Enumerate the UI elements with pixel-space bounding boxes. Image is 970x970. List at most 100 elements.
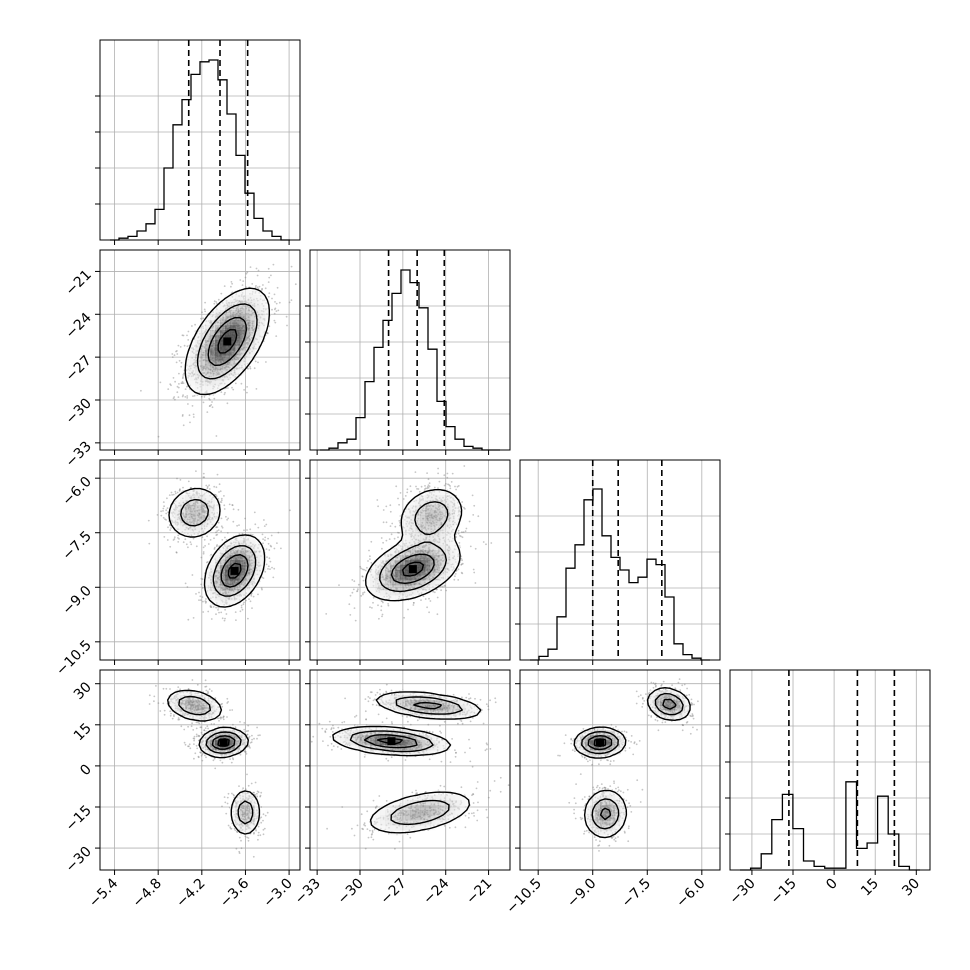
sample-point xyxy=(215,367,218,369)
density-cell xyxy=(210,505,216,511)
sample-point xyxy=(252,320,255,323)
sample-point xyxy=(445,589,448,592)
density-cell xyxy=(210,520,216,526)
sample-point xyxy=(194,528,197,531)
density-cell xyxy=(200,325,206,331)
sample-point xyxy=(246,343,249,346)
sample-point xyxy=(251,607,253,609)
sample-point xyxy=(407,608,409,611)
density-cell xyxy=(210,360,216,366)
density-cell xyxy=(205,325,211,331)
sample-point xyxy=(432,538,435,541)
sample-point xyxy=(387,580,390,583)
sample-point xyxy=(208,375,211,378)
sample-point xyxy=(165,512,168,515)
sample-point xyxy=(248,569,251,571)
density-cell xyxy=(195,350,201,356)
sample-point xyxy=(432,520,434,523)
density-cell xyxy=(240,550,246,556)
sample-point xyxy=(241,557,244,560)
density-cell xyxy=(220,600,226,606)
density-cell xyxy=(265,320,271,326)
density-cell xyxy=(200,360,206,366)
sample-point xyxy=(251,320,254,323)
density-cell xyxy=(240,310,246,316)
sample-point xyxy=(456,485,459,488)
sample-point xyxy=(201,368,204,371)
sample-point xyxy=(180,361,183,364)
sample-point xyxy=(411,528,413,530)
sample-point xyxy=(216,372,219,375)
contour-line xyxy=(217,329,238,354)
density-cell xyxy=(220,355,226,361)
sample-point xyxy=(181,414,184,416)
sample-point xyxy=(205,359,207,362)
sample-point xyxy=(273,293,276,296)
sample-point xyxy=(231,589,234,591)
sample-point xyxy=(235,307,238,310)
sample-point xyxy=(203,476,206,479)
density-cell xyxy=(250,315,256,321)
sample-point xyxy=(233,548,236,551)
density-cell xyxy=(220,380,226,386)
sample-point xyxy=(233,552,236,555)
sample-point xyxy=(423,488,426,490)
sample-point xyxy=(203,365,206,368)
sample-point xyxy=(225,596,228,599)
sample-point xyxy=(426,531,428,534)
density-cell xyxy=(205,585,211,591)
sample-point xyxy=(433,486,436,489)
sample-point xyxy=(217,368,219,371)
sample-point xyxy=(246,391,248,394)
sample-point xyxy=(242,547,245,550)
sample-point xyxy=(472,514,475,516)
sample-point xyxy=(440,515,442,518)
sample-point xyxy=(185,513,188,515)
density-cell xyxy=(255,290,261,296)
sample-point xyxy=(246,328,249,331)
sample-point xyxy=(186,504,189,506)
sample-point xyxy=(200,395,203,398)
density-cell xyxy=(210,330,216,336)
sample-point xyxy=(246,301,248,304)
density-cell xyxy=(200,330,206,336)
density-cell xyxy=(245,330,251,336)
sample-point xyxy=(438,519,441,522)
density-cell xyxy=(200,515,206,521)
sample-point xyxy=(194,519,196,522)
sample-point xyxy=(185,504,188,507)
sample-point xyxy=(196,350,199,352)
sample-point xyxy=(191,517,194,519)
sample-point xyxy=(427,542,430,545)
sample-point xyxy=(176,391,179,394)
sample-point xyxy=(232,314,235,317)
density-cell xyxy=(235,320,241,326)
density-cell xyxy=(240,535,246,541)
sample-point xyxy=(200,583,203,586)
sample-point xyxy=(275,302,278,305)
sample-point xyxy=(229,551,232,553)
sample-point xyxy=(215,531,217,534)
density-cell xyxy=(235,335,241,341)
sample-point xyxy=(266,331,269,334)
density-cell xyxy=(230,370,236,376)
sample-point xyxy=(434,503,437,506)
density-cell xyxy=(185,515,191,521)
sample-point xyxy=(241,307,244,310)
density-cell xyxy=(195,515,201,521)
sample-point xyxy=(227,365,230,368)
sample-point xyxy=(434,528,436,530)
sample-point xyxy=(424,545,426,548)
density-cell xyxy=(245,305,251,311)
sample-point xyxy=(209,405,211,407)
sample-point xyxy=(417,523,420,526)
density-cell xyxy=(200,390,206,396)
sample-point xyxy=(243,601,245,604)
sample-point xyxy=(202,510,205,513)
sample-point xyxy=(159,381,162,384)
density-cell xyxy=(240,580,246,586)
density-cell xyxy=(190,490,196,496)
density-cell xyxy=(235,595,241,601)
sample-point xyxy=(424,544,427,546)
density-cell xyxy=(225,330,231,336)
